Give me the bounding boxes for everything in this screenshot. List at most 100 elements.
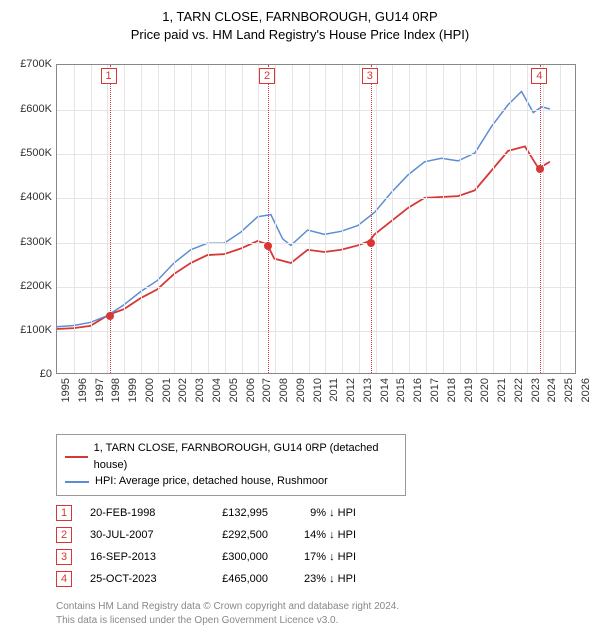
x-axis-label: 2023 (530, 378, 542, 402)
sale-row-date: 25-OCT-2023 (90, 573, 180, 585)
x-axis-label: 2017 (429, 378, 441, 402)
sale-marker-box: 1 (101, 68, 117, 84)
sale-row-diff: 17% ↓ HPI (286, 551, 356, 563)
gridline-v (158, 65, 159, 373)
gridline-h (57, 110, 575, 111)
gridline-v (443, 65, 444, 373)
sale-row-diff: 9% ↓ HPI (286, 507, 356, 519)
sale-row-price: £132,995 (198, 507, 268, 519)
gridline-v (258, 65, 259, 373)
x-axis-label: 2003 (194, 378, 206, 402)
sale-row-date: 20-FEB-1998 (90, 507, 180, 519)
footnote-line-1: Contains HM Land Registry data © Crown c… (56, 600, 588, 614)
sale-row: 425-OCT-2023£465,00023% ↓ HPI (56, 568, 588, 590)
x-axis-label: 2004 (211, 378, 223, 402)
gridline-v (174, 65, 175, 373)
sales-table: 1 20-FEB-1998 £132,995 9% ↓ HPI 2 30-JUL-2007… (56, 502, 588, 590)
gridline-h (57, 154, 575, 155)
x-axis-label: 2025 (563, 378, 575, 402)
footnote-line-2: This data is licensed under the Open Gov… (56, 614, 588, 628)
sale-point (106, 312, 114, 320)
sale-row: 1 20-FEB-1998 £132,995 9% ↓ HPI (56, 502, 588, 524)
chart-title: 1, TARN CLOSE, FARNBOROUGH, GU14 0RP Pri… (12, 8, 588, 44)
x-axis-label: 2018 (446, 378, 458, 402)
x-axis-label: 2020 (479, 378, 491, 402)
legend-swatch (65, 456, 88, 458)
gridline-v (510, 65, 511, 373)
gridline-v (426, 65, 427, 373)
x-axis-label: 2012 (345, 378, 357, 402)
sale-row-number: 2 (56, 527, 72, 543)
x-axis-label: 2016 (412, 378, 424, 402)
legend-label: 1, TARN CLOSE, FARNBOROUGH, GU14 0RP (de… (94, 440, 397, 473)
x-axis-label: 2007 (261, 378, 273, 402)
x-axis-label: 1996 (77, 378, 89, 402)
gridline-h (57, 331, 575, 332)
sale-marker-line (110, 65, 111, 373)
chart-area: £0£100K£200K£300K£400K£500K£600K£700K199… (12, 48, 588, 428)
gridline-h (57, 287, 575, 288)
gridline-v (91, 65, 92, 373)
x-axis-label: 2005 (228, 378, 240, 402)
sale-row-number: 1 (56, 505, 72, 521)
sale-marker-box: 2 (259, 68, 275, 84)
x-axis-label: 1998 (110, 378, 122, 402)
x-axis-label: 2006 (245, 378, 257, 402)
legend-item: 1, TARN CLOSE, FARNBOROUGH, GU14 0RP (de… (65, 440, 397, 473)
y-axis-label: £200K (20, 280, 52, 292)
sale-row-price: £465,000 (198, 573, 268, 585)
sale-row-date: 16-SEP-2013 (90, 551, 180, 563)
gridline-v (460, 65, 461, 373)
gridline-v (376, 65, 377, 373)
gridline-v (292, 65, 293, 373)
gridline-v (392, 65, 393, 373)
legend-label: HPI: Average price, detached house, Rush… (95, 473, 328, 490)
gridline-v (74, 65, 75, 373)
title-line-2: Price paid vs. HM Land Registry's House … (12, 26, 588, 44)
gridline-v (543, 65, 544, 373)
x-axis-label: 1999 (127, 378, 139, 402)
sale-marker-box: 3 (362, 68, 378, 84)
y-axis-label: £400K (20, 191, 52, 203)
y-axis-label: £700K (20, 58, 52, 70)
y-axis-label: £300K (20, 236, 52, 248)
x-axis-label: 1997 (94, 378, 106, 402)
sale-row-diff: 23% ↓ HPI (286, 573, 356, 585)
x-axis-label: 2015 (395, 378, 407, 402)
sale-marker-box: 4 (531, 68, 547, 84)
title-line-1: 1, TARN CLOSE, FARNBOROUGH, GU14 0RP (12, 8, 588, 26)
gridline-v (325, 65, 326, 373)
sale-marker-line (371, 65, 372, 373)
sale-row-price: £300,000 (198, 551, 268, 563)
x-axis-label: 2000 (144, 378, 156, 402)
sale-row: 2 30-JUL-2007 £292,500 14% ↓ HPI (56, 524, 588, 546)
gridline-v (342, 65, 343, 373)
plot-area (56, 64, 576, 374)
x-axis-label: 2021 (496, 378, 508, 402)
gridline-v (359, 65, 360, 373)
legend-item: HPI: Average price, detached house, Rush… (65, 473, 397, 490)
gridline-v (409, 65, 410, 373)
legend-swatch (65, 481, 89, 483)
y-axis-label: £100K (20, 324, 52, 336)
x-axis-label: 2011 (328, 378, 340, 402)
sale-point (367, 239, 375, 247)
sale-row: 316-SEP-2013£300,00017% ↓ HPI (56, 546, 588, 568)
sale-row-price: £292,500 (198, 529, 268, 541)
gridline-h (57, 198, 575, 199)
x-axis-label: 2022 (513, 378, 525, 402)
sale-point (264, 242, 272, 250)
gridline-v (225, 65, 226, 373)
gridline-v (493, 65, 494, 373)
y-axis-label: £600K (20, 103, 52, 115)
x-axis-label: 1995 (60, 378, 72, 402)
x-axis-label: 2008 (278, 378, 290, 402)
sale-row-diff: 14% ↓ HPI (286, 529, 356, 541)
gridline-v (476, 65, 477, 373)
x-axis-label: 2024 (546, 378, 558, 402)
sale-row-date: 30-JUL-2007 (90, 529, 180, 541)
gridline-v (141, 65, 142, 373)
x-axis-label: 2014 (379, 378, 391, 402)
sale-marker-line (268, 65, 269, 373)
chart-container: 1, TARN CLOSE, FARNBOROUGH, GU14 0RP Pri… (0, 0, 600, 620)
